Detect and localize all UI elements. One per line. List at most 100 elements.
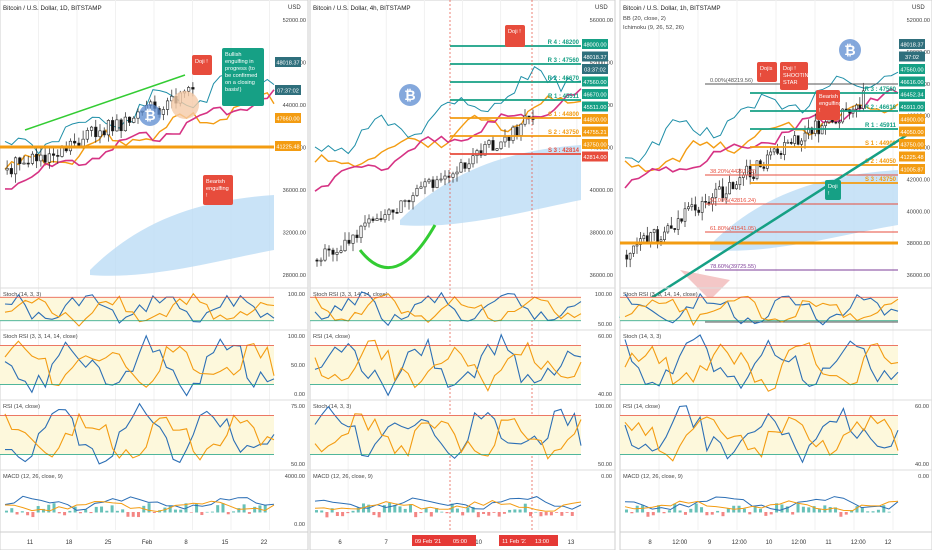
price-tag-label: 41005.87 xyxy=(900,168,923,174)
candle-body xyxy=(519,123,523,136)
price-tag: 47660.00 xyxy=(275,113,301,123)
pane-band xyxy=(620,345,898,385)
candle-body xyxy=(728,182,731,195)
price-tick: 44000.00 xyxy=(283,103,306,109)
macd-bar xyxy=(247,512,251,514)
candle-body xyxy=(495,148,499,151)
price-tick: 52000.00 xyxy=(590,61,613,67)
indicator-label: RSI (14, close) xyxy=(3,404,40,410)
x-tick: 22 xyxy=(261,540,268,546)
fib-label: 38.20%(44291.43) xyxy=(710,169,756,175)
macd-bar xyxy=(377,512,381,518)
macd-bar xyxy=(828,506,832,513)
macd-bar xyxy=(860,507,864,513)
macd-bar xyxy=(89,512,93,514)
price-tag-bg xyxy=(899,89,925,99)
candle-body xyxy=(395,211,399,214)
pivot-label: S 1 : 44800 xyxy=(548,112,580,118)
pivot-label: S 3 : 42814 xyxy=(548,148,580,154)
candle-body xyxy=(683,208,687,222)
price-tag-bg xyxy=(275,57,301,67)
x-tick: 8 xyxy=(648,540,652,546)
price-tag-bg xyxy=(582,139,608,149)
macd-bar xyxy=(513,509,517,513)
candle-body xyxy=(690,204,694,208)
pivot-label: R 1 : 45511 xyxy=(548,94,580,100)
macd-bar xyxy=(560,512,564,516)
macd-bar xyxy=(152,512,156,513)
indicator-tick: 100.00 xyxy=(595,292,612,298)
macd-bar xyxy=(398,506,402,513)
fib-label: 50.00%(42816.24) xyxy=(710,198,756,204)
macd-bar xyxy=(508,509,512,513)
annotation-text: Doji ! xyxy=(783,66,796,72)
price-tag-bg xyxy=(899,126,925,137)
candle-body xyxy=(858,104,862,109)
annotation-text: ! xyxy=(828,191,830,197)
price-tag: 47560.00 xyxy=(899,64,925,74)
indicator-tick: 0.00 xyxy=(918,474,929,480)
candle-body xyxy=(735,184,738,190)
candle-body xyxy=(343,239,347,252)
price-tag: 42814.00 xyxy=(582,151,608,162)
candle-body xyxy=(77,142,81,147)
annotation-text: be confirmed xyxy=(225,73,257,79)
candle-body xyxy=(18,157,22,165)
pivot-label: S 3 : 43750 xyxy=(865,177,897,183)
indicator-label: MACD (12, 26, close, 9) xyxy=(623,474,683,480)
indicator-label: MACD (12, 26, close, 9) xyxy=(313,474,373,480)
macd-bar xyxy=(455,508,459,513)
macd-bar xyxy=(775,503,779,513)
macd-bar xyxy=(759,508,762,513)
bitcoin-icon: ₿ xyxy=(839,39,861,61)
candle-body xyxy=(837,121,841,124)
macd-bar xyxy=(84,509,88,513)
candle-body xyxy=(834,121,838,124)
candle-body xyxy=(127,116,132,123)
annotation-bg xyxy=(203,175,233,205)
macd-bar xyxy=(351,510,355,513)
candle-body xyxy=(335,252,339,255)
indicator-label: MACD (12, 26, close, 9) xyxy=(3,474,63,480)
indicator-pane: RSI (14, close) 60.00 40.00 xyxy=(310,329,615,398)
ma-pink xyxy=(314,88,582,192)
macd-bar xyxy=(570,512,574,516)
bitcoin-circle xyxy=(399,84,421,106)
indicator-pane: Stoch RSI (3, 3, 14, 14, close) xyxy=(620,287,932,327)
candle-body xyxy=(659,239,663,242)
ma-pink xyxy=(4,89,275,190)
macd-bar xyxy=(769,512,773,515)
candle-body xyxy=(399,200,403,213)
osc-orange xyxy=(314,339,582,392)
candle-body xyxy=(752,176,755,179)
macd-bar xyxy=(748,512,752,515)
candle-body xyxy=(106,120,111,136)
macd-bar xyxy=(657,505,661,513)
macd-bar xyxy=(237,508,241,513)
indicator-pane: MACD (12, 26, close, 9) 0.00 xyxy=(620,469,932,517)
indicator-pane: Stoch (14, 3, 3) 100.00 50.00 xyxy=(310,399,615,468)
price-tag-label: 41225.48 xyxy=(900,155,923,161)
macd-bar xyxy=(121,509,125,513)
candle-body xyxy=(471,155,475,165)
x-tick: 10 xyxy=(475,540,482,546)
macd-bar xyxy=(555,512,559,513)
x-highlight-label: 11 Feb '21 xyxy=(502,539,528,545)
macd-bar xyxy=(871,511,875,513)
macd-bar xyxy=(115,510,119,513)
candle-body xyxy=(407,200,411,203)
indicator-tick: 40.00 xyxy=(598,392,612,398)
annotation-text: SHOOTING xyxy=(783,73,813,79)
macd-bar xyxy=(126,512,130,517)
candle-body xyxy=(423,181,427,188)
annotation-text: ! xyxy=(819,108,821,114)
macd-bar xyxy=(683,512,687,515)
macd-bar xyxy=(419,512,423,514)
annotation-text: Doji ! xyxy=(195,59,208,65)
indicator-pane: Stoch RSI (3, 3, 14, 14, close) 100.00 50.… xyxy=(310,287,615,328)
candle-body xyxy=(700,201,704,213)
x-highlight-label: 05:00 xyxy=(453,539,467,545)
